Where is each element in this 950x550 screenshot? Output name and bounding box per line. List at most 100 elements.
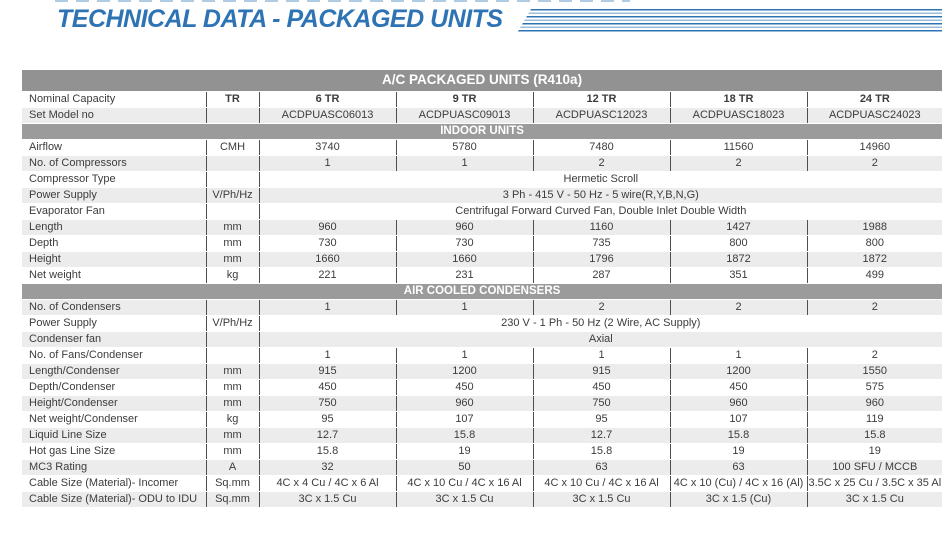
row-value: 730 [259, 235, 397, 252]
table-title-row: A/C PACKAGED UNITS (R410a) [22, 70, 943, 92]
row-value: 4C x 10 (Cu) / 4C x 16 (Al) [670, 475, 808, 492]
row-value: 575 [807, 379, 943, 396]
table-row: No. of Condensers 1 1 2 2 2 [22, 299, 943, 316]
section-header: AIR COOLED CONDENSERS [22, 283, 943, 300]
row-value: 19 [670, 443, 808, 460]
row-value: 9 TR [396, 91, 534, 108]
row-value: 12.7 [533, 427, 671, 444]
row-value: 3740 [259, 139, 397, 156]
row-value: 351 [670, 267, 808, 284]
table-row: Net weight kg 221 231 287 351 499 [22, 267, 943, 284]
table-row: Power Supply V/Ph/Hz 3 Ph - 415 V - 50 Hz … [22, 187, 943, 204]
row-value: ACDPUASC24023 [807, 107, 943, 124]
row-value: 4C x 4 Cu / 4C x 6 Al [259, 475, 397, 492]
row-unit [206, 203, 260, 220]
row-value: 800 [670, 235, 808, 252]
row-span-value: 230 V - 1 Ph - 50 Hz (2 Wire, AC Supply) [259, 315, 943, 332]
table-row: Height/Condenser mm 750 960 750 960 960 [22, 395, 943, 412]
row-value: ACDPUASC12023 [533, 107, 671, 124]
row-value: 50 [396, 459, 534, 476]
row-value: 1 [259, 299, 397, 316]
row-value: 7480 [533, 139, 671, 156]
row-unit: mm [206, 427, 260, 444]
row-value: 450 [670, 379, 808, 396]
row-value: 1 [396, 155, 534, 172]
row-label: Hot gas Line Size [22, 443, 207, 460]
row-label: Length [22, 219, 207, 236]
row-unit: TR [206, 91, 260, 108]
row-value: 107 [670, 411, 808, 428]
table-row: Nominal Capacity TR 6 TR 9 TR 12 TR 18 TR 24 T… [22, 91, 943, 108]
row-unit: mm [206, 395, 260, 412]
row-value: 1 [259, 347, 397, 364]
row-unit: kg [206, 267, 260, 284]
row-value: 1200 [396, 363, 534, 380]
row-unit [206, 171, 260, 188]
table-row: Depth/Condenser mm 450 450 450 450 575 [22, 379, 943, 396]
row-value: 3C x 1.5 (Cu) [670, 491, 808, 508]
row-value: 15.8 [396, 427, 534, 444]
row-unit [206, 107, 260, 124]
spec-table: A/C PACKAGED UNITS (R410a) Nominal Capac… [22, 70, 943, 508]
row-value: 3C x 1.5 Cu [259, 491, 397, 508]
row-unit: V/Ph/Hz [206, 315, 260, 332]
row-unit [206, 331, 260, 348]
row-value: 107 [396, 411, 534, 428]
table-row: MC3 Rating A 32 50 63 63 100 SFU / MCCB [22, 459, 943, 476]
table-row: Hot gas Line Size mm 15.8 19 15.8 19 19 [22, 443, 943, 460]
row-unit [206, 155, 260, 172]
row-value: 450 [533, 379, 671, 396]
row-value: 450 [396, 379, 534, 396]
row-value: 800 [807, 235, 943, 252]
row-label: Evaporator Fan [22, 203, 207, 220]
row-value: ACDPUASC18023 [670, 107, 808, 124]
row-value: 960 [396, 395, 534, 412]
row-value: 32 [259, 459, 397, 476]
row-value: 1988 [807, 219, 943, 236]
row-value: 3C x 1.5 Cu [533, 491, 671, 508]
row-label: MC3 Rating [22, 459, 207, 476]
row-label: Nominal Capacity [22, 91, 207, 108]
row-value: 750 [533, 395, 671, 412]
table-row: Airflow CMH 3740 5780 7480 11560 14960 [22, 139, 943, 156]
row-value: 100 SFU / MCCB [807, 459, 943, 476]
row-value: 287 [533, 267, 671, 284]
row-value: 1872 [670, 251, 808, 268]
row-label: Liquid Line Size [22, 427, 207, 444]
row-value: 3C x 1.5 Cu [807, 491, 943, 508]
table-row: No. of Compressors 1 1 2 2 2 [22, 155, 943, 172]
row-unit [206, 347, 260, 364]
row-label: Power Supply [22, 187, 207, 204]
row-value: 750 [259, 395, 397, 412]
table-row: Evaporator Fan Centrifugal Forward Curved… [22, 203, 943, 220]
row-value: 1 [533, 347, 671, 364]
row-value: 19 [807, 443, 943, 460]
spec-table-body: A/C PACKAGED UNITS (R410a) Nominal Capac… [22, 70, 943, 508]
row-value: 2 [670, 155, 808, 172]
row-value: 4C x 10 Cu / 4C x 16 Al [533, 475, 671, 492]
row-value: 2 [807, 155, 943, 172]
row-value: 1550 [807, 363, 943, 380]
top-edge-dashes [55, 0, 630, 2]
row-value: 3.5C x 25 Cu / 3.5C x 35 Al [807, 475, 943, 492]
table-row: Net weight/Condenser kg 95 107 95 107 119 [22, 411, 943, 428]
row-value: ACDPUASC06013 [259, 107, 397, 124]
row-value: 1 [670, 347, 808, 364]
row-value: 18 TR [670, 91, 808, 108]
row-value: 11560 [670, 139, 808, 156]
row-value: 1660 [396, 251, 534, 268]
row-value: 1872 [807, 251, 943, 268]
row-value: 1 [396, 347, 534, 364]
row-value: 2 [533, 155, 671, 172]
row-unit: mm [206, 443, 260, 460]
row-value: 119 [807, 411, 943, 428]
row-value: 3C x 1.5 Cu [396, 491, 534, 508]
row-unit: mm [206, 363, 260, 380]
row-label: Height [22, 251, 207, 268]
row-value: 730 [396, 235, 534, 252]
row-value: 1 [259, 155, 397, 172]
row-value: 960 [259, 219, 397, 236]
row-value: 14960 [807, 139, 943, 156]
row-value: 231 [396, 267, 534, 284]
